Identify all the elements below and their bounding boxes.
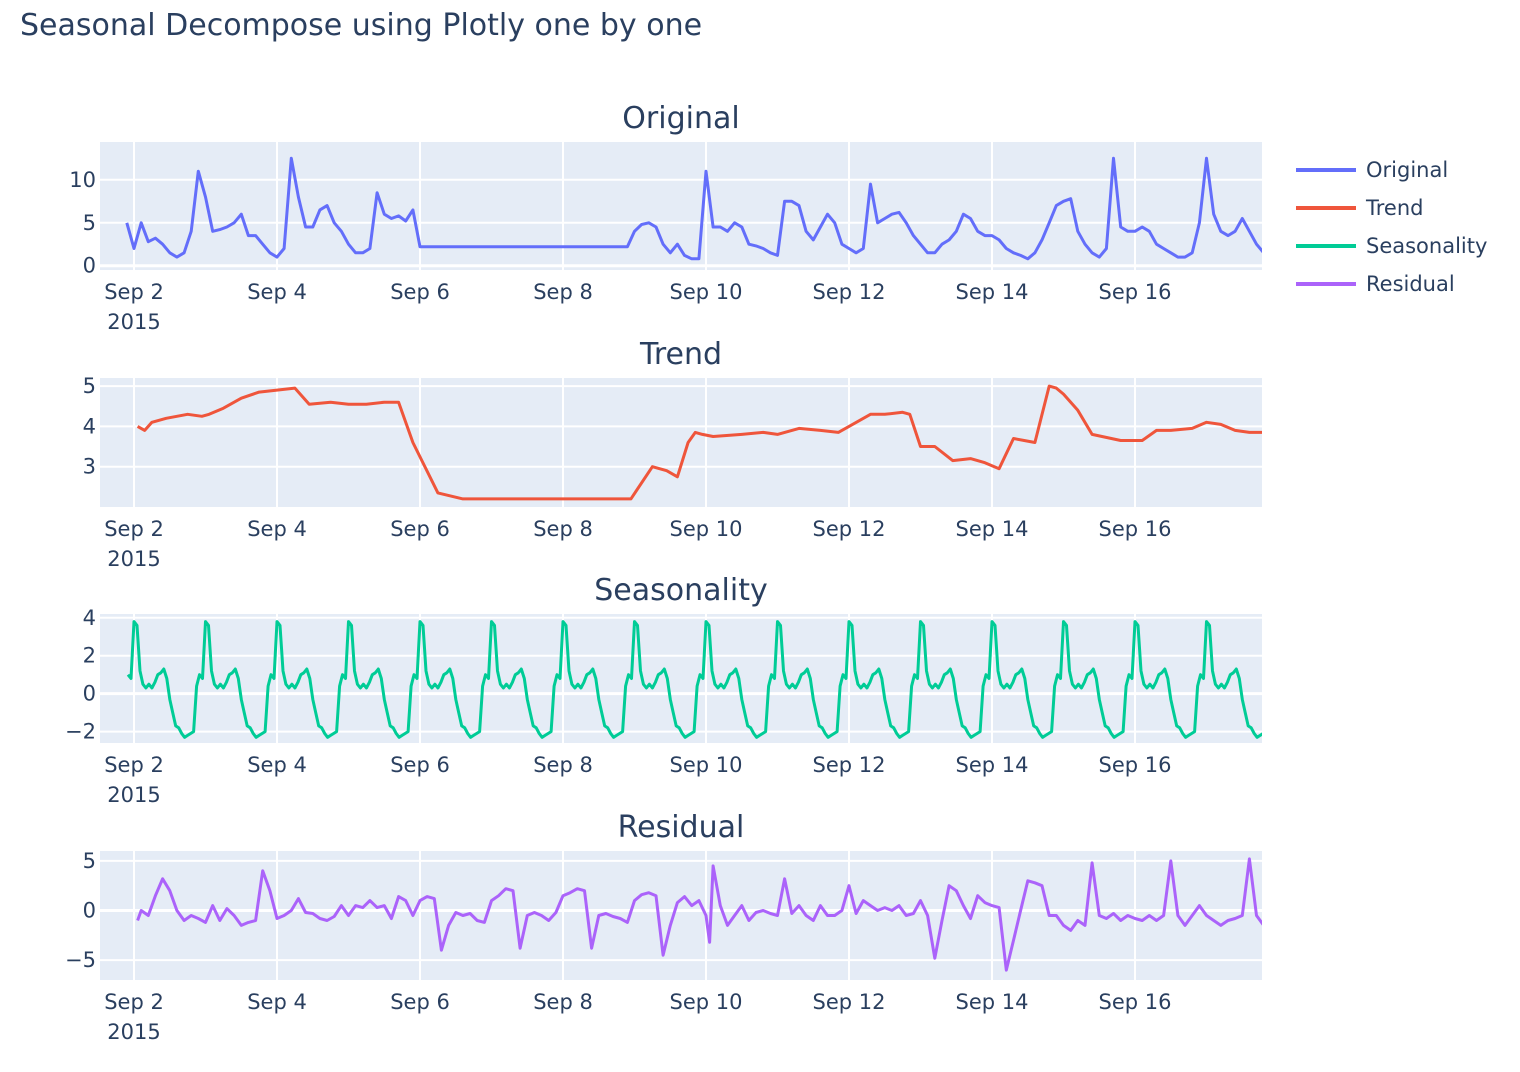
subplot-title-seasonality: Seasonality <box>594 573 767 608</box>
legend-label: Seasonality <box>1366 234 1487 258</box>
x-tick-label: Sep 12 <box>813 280 886 304</box>
x-tick-label: Sep 12 <box>813 753 886 777</box>
y-tick-label: 4 <box>83 414 96 438</box>
y-tick-label: −5 <box>65 948 96 972</box>
subplot-seasonality: −2 0 2 4 Sep 2 Sep 4 Sep 6 Sep 8 Sep 10 Sep 12 Sep… <box>65 573 1341 807</box>
x-tick-label: Sep 14 <box>956 517 1029 541</box>
subplot-residual: −5 0 5 Sep 2 Sep 4 Sep 6 Sep 8 Sep 10 Sep 12 Sep … <box>65 810 1293 1044</box>
x-tick-label: Sep 10 <box>670 280 743 304</box>
x-year-label: 2015 <box>107 547 160 571</box>
y-tick-label: 5 <box>83 374 96 398</box>
x-tick-label: Sep 14 <box>956 753 1029 777</box>
x-tick-label: Sep 8 <box>533 280 593 304</box>
x-tick-label: Sep 4 <box>247 280 307 304</box>
legend-label: Original <box>1366 158 1448 182</box>
legend-label: Residual <box>1366 272 1455 296</box>
x-tick-label: Sep 8 <box>533 990 593 1014</box>
x-tick-label: Sep 4 <box>247 753 307 777</box>
x-tick-label: Sep 16 <box>1099 280 1172 304</box>
subplot-title-trend: Trend <box>639 337 722 372</box>
x-tick-label: Sep 16 <box>1099 517 1172 541</box>
x-tick-label: Sep 10 <box>670 990 743 1014</box>
y-tick-label: 4 <box>83 606 96 630</box>
subplot-original: 0 5 10 Sep 2 Sep 4 Sep 6 Sep 8 Sep 10 Sep 12 Sep … <box>69 101 1343 334</box>
subplot-trend: 3 4 5 Sep 2 Sep 4 Sep 6 Sep 8 Sep 10 Sep 12 Sep 1… <box>83 337 1293 571</box>
y-tick-label: 0 <box>83 899 96 923</box>
legend-item-seasonality[interactable]: Seasonality <box>1296 234 1487 258</box>
y-tick-label: 2 <box>83 644 96 668</box>
y-tick-label: 5 <box>83 849 96 873</box>
x-tick-label: Sep 8 <box>533 517 593 541</box>
x-tick-label: Sep 2 <box>104 280 164 304</box>
y-tick-label: 0 <box>83 254 96 278</box>
subplot-title-original: Original <box>622 101 739 136</box>
subplots-container: 0 5 10 Sep 2 Sep 4 Sep 6 Sep 8 Sep 10 Sep 12 Sep … <box>65 101 1343 1044</box>
series-line-seasonality[interactable] <box>126 620 1341 739</box>
subplot-title-residual: Residual <box>618 810 745 845</box>
y-tick-label: 0 <box>83 682 96 706</box>
x-tick-label: Sep 8 <box>533 753 593 777</box>
x-tick-label: Sep 6 <box>390 753 450 777</box>
x-tick-label: Sep 6 <box>390 517 450 541</box>
legend[interactable]: Original Trend Seasonality Residual <box>1296 158 1487 296</box>
x-tick-label: Sep 2 <box>104 753 164 777</box>
legend-label: Trend <box>1365 196 1423 220</box>
x-tick-label: Sep 2 <box>104 517 164 541</box>
x-tick-label: Sep 6 <box>390 990 450 1014</box>
series-line-residual[interactable] <box>136 857 1293 972</box>
y-tick-label: 5 <box>83 211 96 235</box>
series-line-original[interactable] <box>125 154 1343 261</box>
x-tick-label: Sep 2 <box>104 990 164 1014</box>
x-year-label: 2015 <box>107 783 160 807</box>
x-tick-label: Sep 10 <box>670 517 743 541</box>
x-tick-label: Sep 14 <box>956 280 1029 304</box>
x-tick-label: Sep 4 <box>247 517 307 541</box>
x-year-label: 2015 <box>107 1020 160 1044</box>
x-tick-label: Sep 14 <box>956 990 1029 1014</box>
legend-item-residual[interactable]: Residual <box>1296 272 1455 296</box>
x-tick-label: Sep 12 <box>813 517 886 541</box>
chart-main-title: Seasonal Decompose using Plotly one by o… <box>20 8 703 43</box>
x-tick-label: Sep 4 <box>247 990 307 1014</box>
legend-item-original[interactable]: Original <box>1296 158 1448 182</box>
series-line-trend[interactable] <box>136 384 1293 501</box>
y-tick-label: 10 <box>69 168 96 192</box>
y-tick-label: −2 <box>65 720 96 744</box>
x-year-label: 2015 <box>107 310 160 334</box>
legend-item-trend[interactable]: Trend <box>1296 196 1423 220</box>
plot-area-trend[interactable] <box>100 378 1262 507</box>
plot-area-residual[interactable] <box>100 851 1262 980</box>
x-tick-label: Sep 10 <box>670 753 743 777</box>
x-tick-label: Sep 12 <box>813 990 886 1014</box>
x-tick-label: Sep 6 <box>390 280 450 304</box>
x-tick-label: Sep 16 <box>1099 990 1172 1014</box>
x-tick-label: Sep 16 <box>1099 753 1172 777</box>
y-tick-label: 3 <box>83 455 96 479</box>
